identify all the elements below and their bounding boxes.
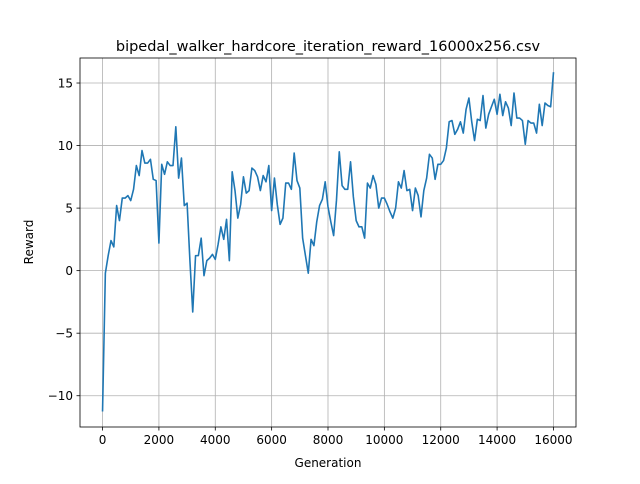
x-tick-label: 4000 (200, 433, 231, 447)
x-tick-label: 0 (99, 433, 107, 447)
x-axis-label: Generation (295, 456, 362, 470)
x-tick-label: 2000 (144, 433, 175, 447)
x-axis-ticks: 0 2000 4000 6000 8000 10000 12000 14000 16000 (99, 427, 573, 447)
y-tick-label: 15 (58, 76, 73, 90)
y-tick-label: −5 (55, 326, 73, 340)
y-tick-label: 0 (65, 264, 73, 278)
y-tick-label: 5 (65, 201, 73, 215)
x-tick-label: 16000 (534, 433, 572, 447)
y-axis-ticks: −10 −5 0 5 10 15 (48, 76, 80, 403)
plot-line-group (101, 72, 555, 412)
x-tick-label: 6000 (256, 433, 287, 447)
y-axis-label: Reward (22, 220, 36, 265)
x-tick-label: 14000 (478, 433, 516, 447)
x-tick-label: 10000 (365, 433, 403, 447)
x-tick-label: 12000 (422, 433, 460, 447)
x-tick-label: 8000 (313, 433, 344, 447)
chart-title: bipedal_walker_hardcore_iteration_reward… (116, 39, 541, 55)
series-line (101, 72, 555, 412)
y-tick-label: −10 (48, 389, 73, 403)
y-tick-label: 10 (58, 139, 73, 153)
